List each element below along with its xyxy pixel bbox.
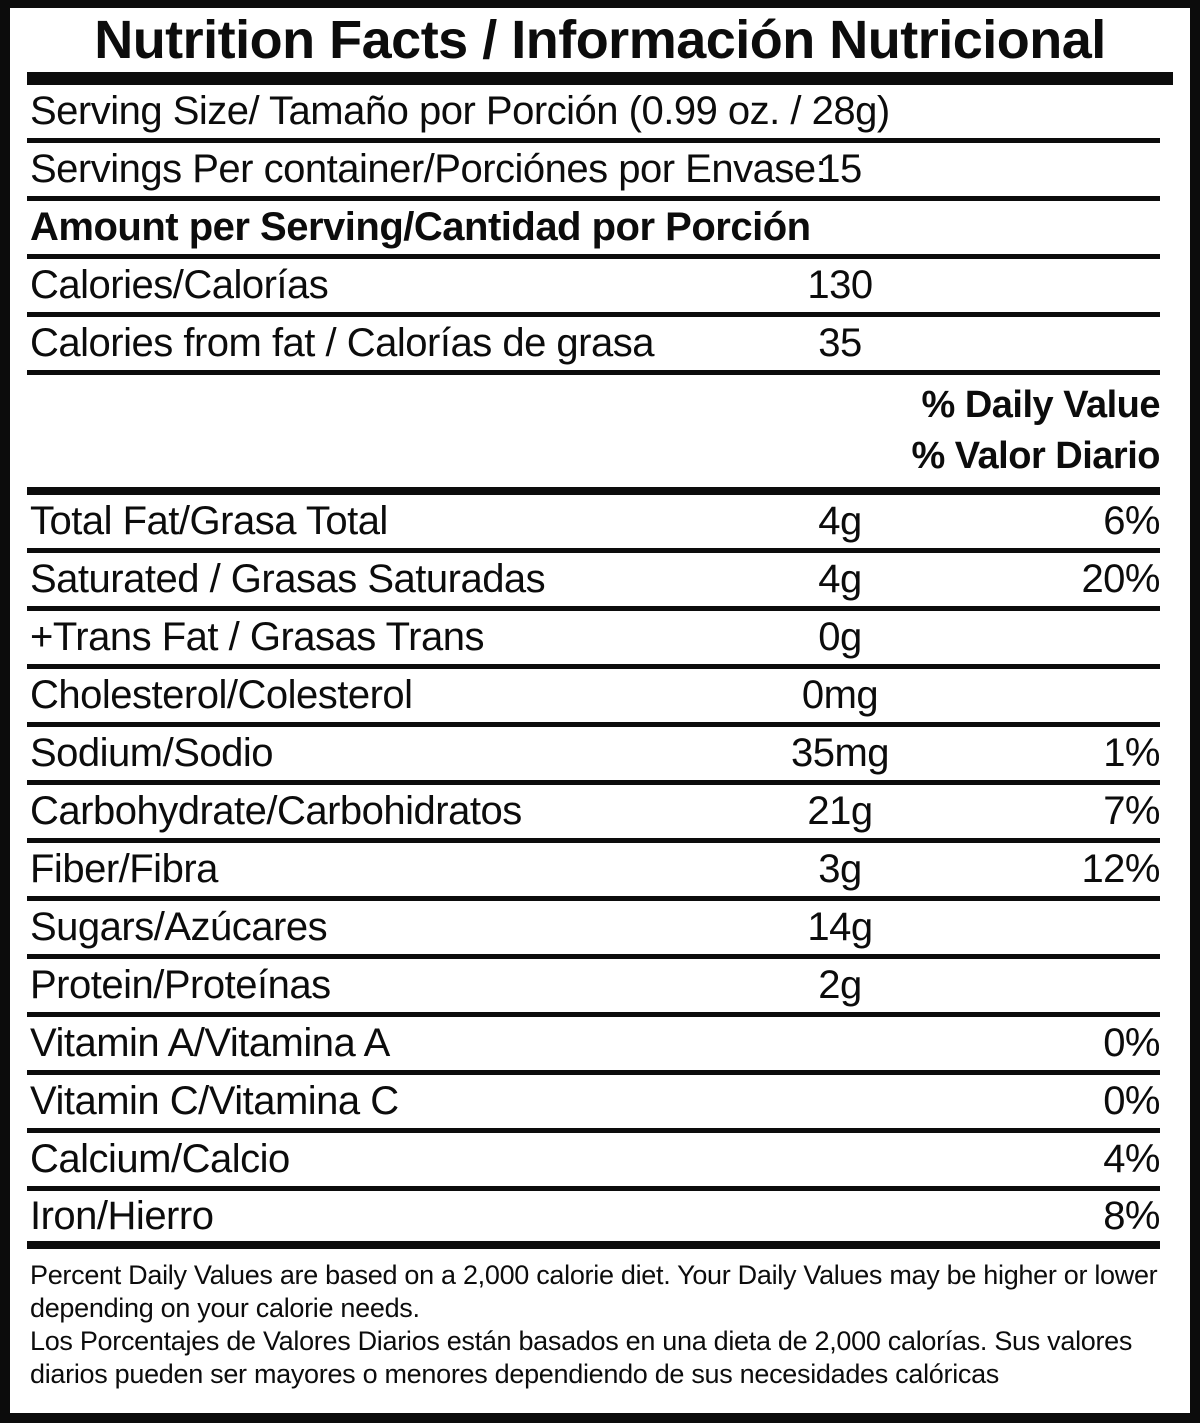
calories-from-fat-value: 35	[818, 321, 862, 365]
nutrient-dv-percent: 8%	[1103, 1193, 1160, 1238]
servings-per-container-label: Servings Per container/Porciónes por Env…	[30, 147, 827, 191]
nutrient-label: +Trans Fat / Grasas Trans	[30, 615, 484, 659]
nutrient-dv-percent: 0%	[1103, 1021, 1160, 1065]
nutrient-amount: 4g	[818, 557, 862, 601]
daily-value-header-en: % Daily Value	[921, 383, 1160, 426]
nutrient-label: Cholesterol/Colesterol	[30, 673, 413, 717]
nutrient-dv-percent: 6%	[1103, 499, 1160, 543]
nutrient-row: +Trans Fat / Grasas Trans 0g	[27, 611, 1160, 669]
nutrient-row: Sugars/Azúcares 14g	[27, 901, 1160, 959]
footnote-spanish: Los Porcentajes de Valores Diarios están…	[30, 1325, 1133, 1389]
nutrients-section: Total Fat/Grasa Total 4g 6% Saturated / …	[10, 495, 1190, 1249]
serving-size-text: Serving Size/ Tamaño por Porción (0.99 o…	[30, 89, 890, 133]
nutrient-amount: 35mg	[790, 731, 890, 775]
nutrient-amount: 0mg	[801, 673, 879, 717]
daily-value-header: % Daily Value % Valor Diario	[27, 375, 1161, 495]
nutrient-row: Cholesterol/Colesterol 0mg	[27, 669, 1160, 727]
nutrient-label: Sodium/Sodio	[30, 731, 274, 775]
servings-per-container-row: Servings Per container/Porciónes por Env…	[27, 143, 1160, 201]
nutrient-row: Vitamin A/Vitamina A 0%	[27, 1017, 1161, 1075]
nutrient-dv-percent: 20%	[1081, 557, 1160, 601]
calories-value: 130	[807, 263, 873, 307]
calories-row: Calories/Calorías 130	[27, 259, 1160, 317]
amount-per-serving-header: Amount per Serving/Cantidad por Porción	[27, 201, 1160, 259]
calories-label: Calories/Calorías	[30, 263, 329, 307]
nutrient-amount: 4g	[818, 499, 862, 543]
nutrient-dv-percent: 4%	[1103, 1137, 1160, 1181]
nutrient-amount: 21g	[807, 789, 873, 833]
calories-from-fat-label: Calories from fat / Calorías de grasa	[30, 321, 654, 365]
nutrient-dv-percent: 12%	[1081, 847, 1160, 891]
nutrient-row: Vitamin C/Vitamina C 0%	[27, 1075, 1161, 1133]
nutrient-label: Vitamin A/Vitamina A	[30, 1021, 390, 1065]
nutrient-row: Carbohydrate/Carbohidratos 21g 7%	[27, 785, 1161, 843]
nutrient-row: Saturated / Grasas Saturadas 4g 20%	[27, 553, 1161, 611]
nutrient-dv-percent: 7%	[1103, 789, 1160, 833]
nutrient-amount: 3g	[818, 847, 862, 891]
nutrient-amount: 0g	[818, 615, 862, 659]
nutrient-amount: 14g	[807, 905, 873, 949]
nutrient-label: Vitamin C/Vitamina C	[30, 1079, 399, 1123]
nutrient-label: Fiber/Fibra	[30, 847, 218, 891]
calories-from-fat-row: Calories from fat / Calorías de grasa 35	[27, 317, 1160, 375]
nutrient-row: Iron/Hierro 8%	[27, 1191, 1161, 1249]
nutrient-label: Calcium/Calcio	[30, 1137, 290, 1181]
serving-size-row: Serving Size/ Tamaño por Porción (0.99 o…	[27, 85, 1160, 143]
nutrient-label: Total Fat/Grasa Total	[30, 499, 388, 543]
nutrient-row: Sodium/Sodio 35mg 1%	[27, 727, 1161, 785]
amount-per-serving-text: Amount per Serving/Cantidad por Porción	[30, 205, 811, 249]
label-title: Nutrition Facts / Información Nutriciona…	[27, 8, 1173, 85]
daily-value-header-es: % Valor Diario	[911, 435, 1160, 478]
nutrient-label: Protein/Proteínas	[30, 963, 331, 1007]
nutrient-dv-percent: 0%	[1103, 1079, 1160, 1123]
nutrient-label: Iron/Hierro	[30, 1193, 214, 1238]
nutrient-row: Total Fat/Grasa Total 4g 6%	[27, 495, 1161, 553]
nutrient-row: Fiber/Fibra 3g 12%	[27, 843, 1161, 901]
nutrient-dv-percent: 1%	[1103, 731, 1160, 775]
nutrient-label: Saturated / Grasas Saturadas	[30, 557, 546, 601]
servings-per-container-value: 15	[818, 147, 862, 191]
footnote-english: Percent Daily Values are based on a 2,00…	[30, 1260, 1158, 1323]
nutrient-label: Carbohydrate/Carbohidratos	[30, 789, 522, 833]
nutrient-row: Protein/Proteínas 2g	[27, 959, 1160, 1017]
footnote: Percent Daily Values are based on a 2,00…	[27, 1259, 1160, 1391]
nutrient-amount: 2g	[818, 963, 862, 1007]
nutrient-label: Sugars/Azúcares	[30, 905, 328, 949]
nutrient-row: Calcium/Calcio 4%	[27, 1133, 1161, 1191]
